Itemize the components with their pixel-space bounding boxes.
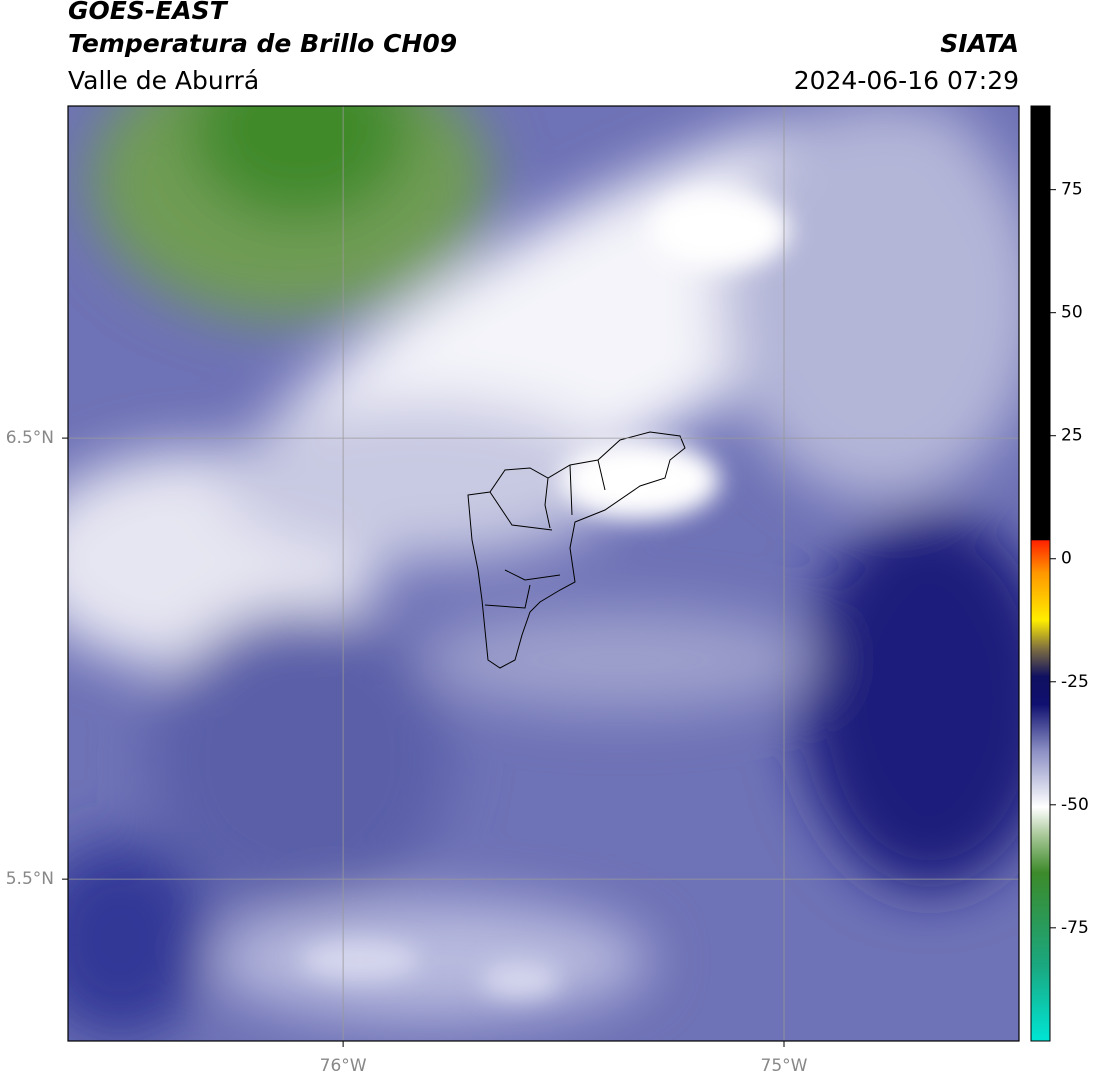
colorbar-label: 25 bbox=[1061, 426, 1083, 446]
lat-label: 6.5°N bbox=[6, 428, 54, 448]
lon-label: 76°W bbox=[320, 1056, 367, 1076]
colorbar-label: -75 bbox=[1061, 918, 1089, 938]
colorbar-label: 75 bbox=[1061, 180, 1083, 200]
title: GOES-EAST bbox=[68, 0, 229, 25]
satellite-image bbox=[68, 106, 1019, 1041]
colorbar bbox=[1030, 105, 1051, 1042]
colorbar-label: -25 bbox=[1061, 672, 1089, 692]
colorbar-label: 0 bbox=[1061, 549, 1072, 569]
colorbar-label: -50 bbox=[1061, 795, 1089, 815]
lat-label: 5.5°N bbox=[6, 869, 54, 889]
source: SIATA bbox=[940, 29, 1019, 58]
lon-label: 75°W bbox=[761, 1056, 808, 1076]
region: Valle de Aburrá bbox=[68, 66, 259, 95]
colorbar-label: 50 bbox=[1061, 303, 1083, 323]
map-frame bbox=[67, 105, 1020, 1042]
datetime: 2024-06-16 07:29 bbox=[794, 66, 1019, 95]
subtitle: Temperatura de Brillo CH09 bbox=[68, 29, 457, 58]
